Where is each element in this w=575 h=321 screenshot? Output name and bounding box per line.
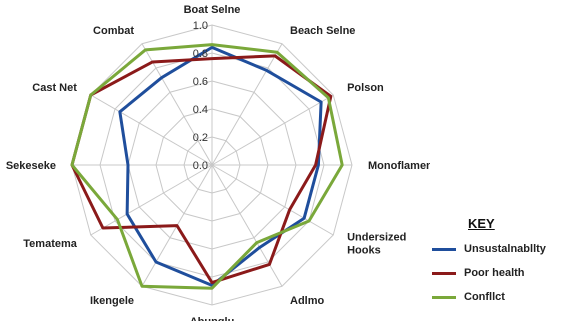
legend-title: KEY [468,216,495,231]
spoke [211,164,334,236]
axis-label: Monoflament [368,160,430,172]
spoke [90,94,213,166]
legend-swatch [432,295,456,299]
axis-label: Sekeseke [6,160,56,172]
axis-label: Boat Selne [184,4,241,16]
radar-chart: 0.0 0.2 0.4 0.6 0.8 1.0 Boat Selne Beach Selne… [6,4,430,321]
tick-label: 0.6 [193,76,208,88]
legend-item-unsustainability: Unsustalnabllty [432,237,572,261]
legend-label: Poor health [464,267,525,279]
legend: KEY Unsustalnabllty Poor health Confllct [432,216,572,309]
radar-series [70,43,344,290]
legend-item-conflict: Confllct [432,285,572,309]
axis-label: Tematema [23,238,77,250]
axis-label: Abunglu [190,316,235,321]
axis-label: Adlmo [290,295,325,307]
spoke [90,164,213,236]
axis-label: Undersized Hooks [347,232,406,257]
tick-label: 0.4 [193,104,208,116]
legend-label: Unsustalnabllty [464,243,546,255]
axis-label: Ikengele [90,295,134,307]
tick-label: 0.0 [193,160,208,172]
legend-swatch [432,247,456,251]
spoke [141,43,213,166]
radar-spokes [72,25,352,305]
axis-label: Cast Net [32,82,77,94]
spoke [211,164,283,287]
tick-label: 0.2 [193,132,208,144]
series-line-unsustalnabllty [118,45,323,287]
legend-label: Confllct [464,291,505,303]
axis-label: Combat [93,25,134,37]
legend-item-poor-health: Poor health [432,261,572,285]
axis-label: Beach Selne [290,25,355,37]
radial-tick-labels: 0.0 0.2 0.4 0.6 0.8 1.0 [193,20,208,172]
axis-labels: Boat Selne Beach Selne Polson Monoflament Un… [6,4,430,321]
tick-label: 1.0 [193,20,208,32]
legend-swatch [432,271,456,275]
spoke [211,43,283,166]
tick-label: 0.8 [193,48,208,60]
series-line-confllct [70,43,344,290]
spoke [211,94,334,166]
axis-label: Polson [347,82,384,94]
